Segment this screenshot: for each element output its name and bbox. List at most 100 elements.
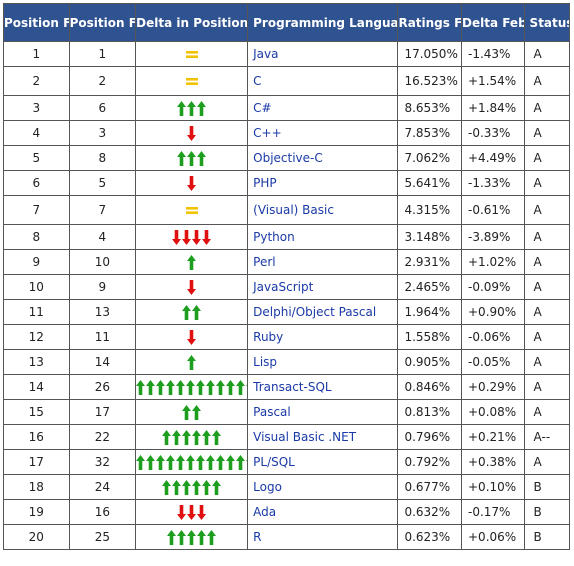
yellow-equal-icon [185, 207, 198, 214]
red-down-arrow-icon [187, 175, 197, 191]
trend-indicator [162, 479, 222, 495]
header-delta-position: Delta in Position [135, 3, 249, 42]
red-down-arrow-icon [187, 504, 197, 520]
language-link[interactable]: Transact-SQL [253, 380, 332, 394]
language-link[interactable]: JavaScript [253, 280, 314, 294]
table-row: 17 32 PL/SQL 0.792% +0.38% A [3, 449, 571, 475]
header-ratings: Ratings Feb 2012 [397, 3, 462, 42]
green-up-arrow-icon [172, 429, 182, 445]
language-link[interactable]: Python [253, 230, 295, 244]
delta-position-cell [135, 349, 249, 375]
rating-cell: 8.653% [397, 95, 462, 121]
delta-position-cell [135, 195, 249, 225]
delta-position-cell [135, 499, 249, 525]
position-2012-cell: 15 [3, 399, 70, 425]
position-2012-cell: 19 [3, 499, 70, 525]
language-link[interactable]: Lisp [253, 355, 278, 369]
green-up-arrow-icon [182, 404, 192, 420]
table-row: 10 9 JavaScript 2.465% -0.09% A [3, 274, 571, 300]
position-2012-cell: 1 [3, 41, 70, 67]
green-up-arrow-icon [212, 479, 222, 495]
header-programming-language: Programming Language [247, 3, 399, 42]
rating-cell: 0.813% [397, 399, 462, 425]
table-row: 7 7 (Visual) Basic 4.315% -0.61% A [3, 195, 571, 225]
language-link[interactable]: Logo [253, 480, 282, 494]
table-row: 6 5 PHP 5.641% -1.33% A [3, 170, 571, 196]
green-up-arrow-icon [176, 379, 186, 395]
green-up-arrow-icon [246, 459, 247, 461]
position-2011-cell: 16 [68, 499, 137, 525]
green-up-arrow-icon [202, 429, 212, 445]
table-row: 2 2 C 16.523% +1.54% A [3, 66, 571, 96]
status-cell: A [523, 195, 571, 225]
trend-indicator [177, 504, 207, 520]
language-link[interactable]: Perl [253, 255, 276, 269]
delta-position-cell [135, 474, 249, 500]
position-2011-cell: 14 [68, 349, 137, 375]
green-up-arrow-icon [146, 454, 156, 470]
table-row: 18 24 Logo 0.677% +0.10% B [3, 474, 571, 500]
green-up-arrow-icon [246, 384, 247, 386]
language-link[interactable]: PHP [253, 176, 277, 190]
rating-cell: 0.905% [397, 349, 462, 375]
table-row: 5 8 Objective-C 7.062% +4.49% A [3, 145, 571, 171]
red-down-arrow-icon [202, 229, 212, 245]
position-2011-cell: 24 [68, 474, 137, 500]
table-row: 20 25 R 0.623% +0.06% B [3, 524, 571, 550]
green-up-arrow-icon [236, 379, 246, 395]
language-cell: (Visual) Basic [247, 195, 399, 225]
language-link[interactable]: PL/SQL [253, 455, 295, 469]
red-down-arrow-icon [187, 125, 197, 141]
delta-position-cell [135, 399, 249, 425]
delta-rating-cell: -0.06% [461, 324, 525, 350]
delta-position-cell [135, 224, 249, 250]
language-link[interactable]: Objective-C [253, 151, 323, 165]
language-cell: Transact-SQL [247, 374, 399, 400]
green-up-arrow-icon [162, 479, 172, 495]
language-link[interactable]: Ruby [253, 330, 284, 344]
green-up-arrow-icon [226, 379, 236, 395]
delta-rating-cell: +1.02% [461, 249, 525, 275]
rating-cell: 0.623% [397, 524, 462, 550]
language-link[interactable]: Java [253, 47, 279, 61]
trend-indicator [177, 150, 207, 166]
status-cell: A [523, 249, 571, 275]
status-cell: A-- [523, 424, 571, 450]
language-link[interactable]: R [253, 530, 262, 544]
language-link[interactable]: Pascal [253, 405, 291, 419]
rating-cell: 17.050% [397, 41, 462, 67]
position-2012-cell: 14 [3, 374, 70, 400]
delta-rating-cell: +4.49% [461, 145, 525, 171]
language-link[interactable]: Delphi/Object Pascal [253, 305, 377, 319]
position-2011-cell: 26 [68, 374, 137, 400]
rating-cell: 2.931% [397, 249, 462, 275]
green-up-arrow-icon [236, 454, 246, 470]
language-link[interactable]: C# [253, 101, 272, 115]
language-link[interactable]: (Visual) Basic [253, 203, 334, 217]
language-link[interactable]: C [253, 74, 262, 88]
trend-indicator [185, 77, 198, 86]
delta-rating-cell: -1.33% [461, 170, 525, 196]
table-row: 15 17 Pascal 0.813% +0.08% A [3, 399, 571, 425]
status-cell: A [523, 41, 571, 67]
status-cell: A [523, 120, 571, 146]
status-cell: B [523, 499, 571, 525]
green-up-arrow-icon [187, 529, 197, 545]
position-2012-cell: 13 [3, 349, 70, 375]
table-row: 8 4 Python 3.148% -3.89% A [3, 224, 571, 250]
table-row: 13 14 Lisp 0.905% -0.05% A [3, 349, 571, 375]
table-row: 9 10 Perl 2.931% +1.02% A [3, 249, 571, 275]
green-up-arrow-icon [206, 454, 216, 470]
header-position-2012: Position Feb 2012 [3, 3, 70, 42]
status-cell: A [523, 399, 571, 425]
language-link[interactable]: Visual Basic .NET [253, 430, 357, 444]
rating-cell: 7.062% [397, 145, 462, 171]
language-cell: C++ [247, 120, 399, 146]
language-link[interactable]: Ada [253, 505, 277, 519]
delta-position-cell [135, 66, 249, 96]
position-2012-cell: 17 [3, 449, 70, 475]
language-link[interactable]: C++ [253, 126, 282, 140]
position-2012-cell: 6 [3, 170, 70, 196]
header-delta-rating: Delta Feb 2011 [461, 3, 525, 42]
language-cell: Delphi/Object Pascal [247, 299, 399, 325]
